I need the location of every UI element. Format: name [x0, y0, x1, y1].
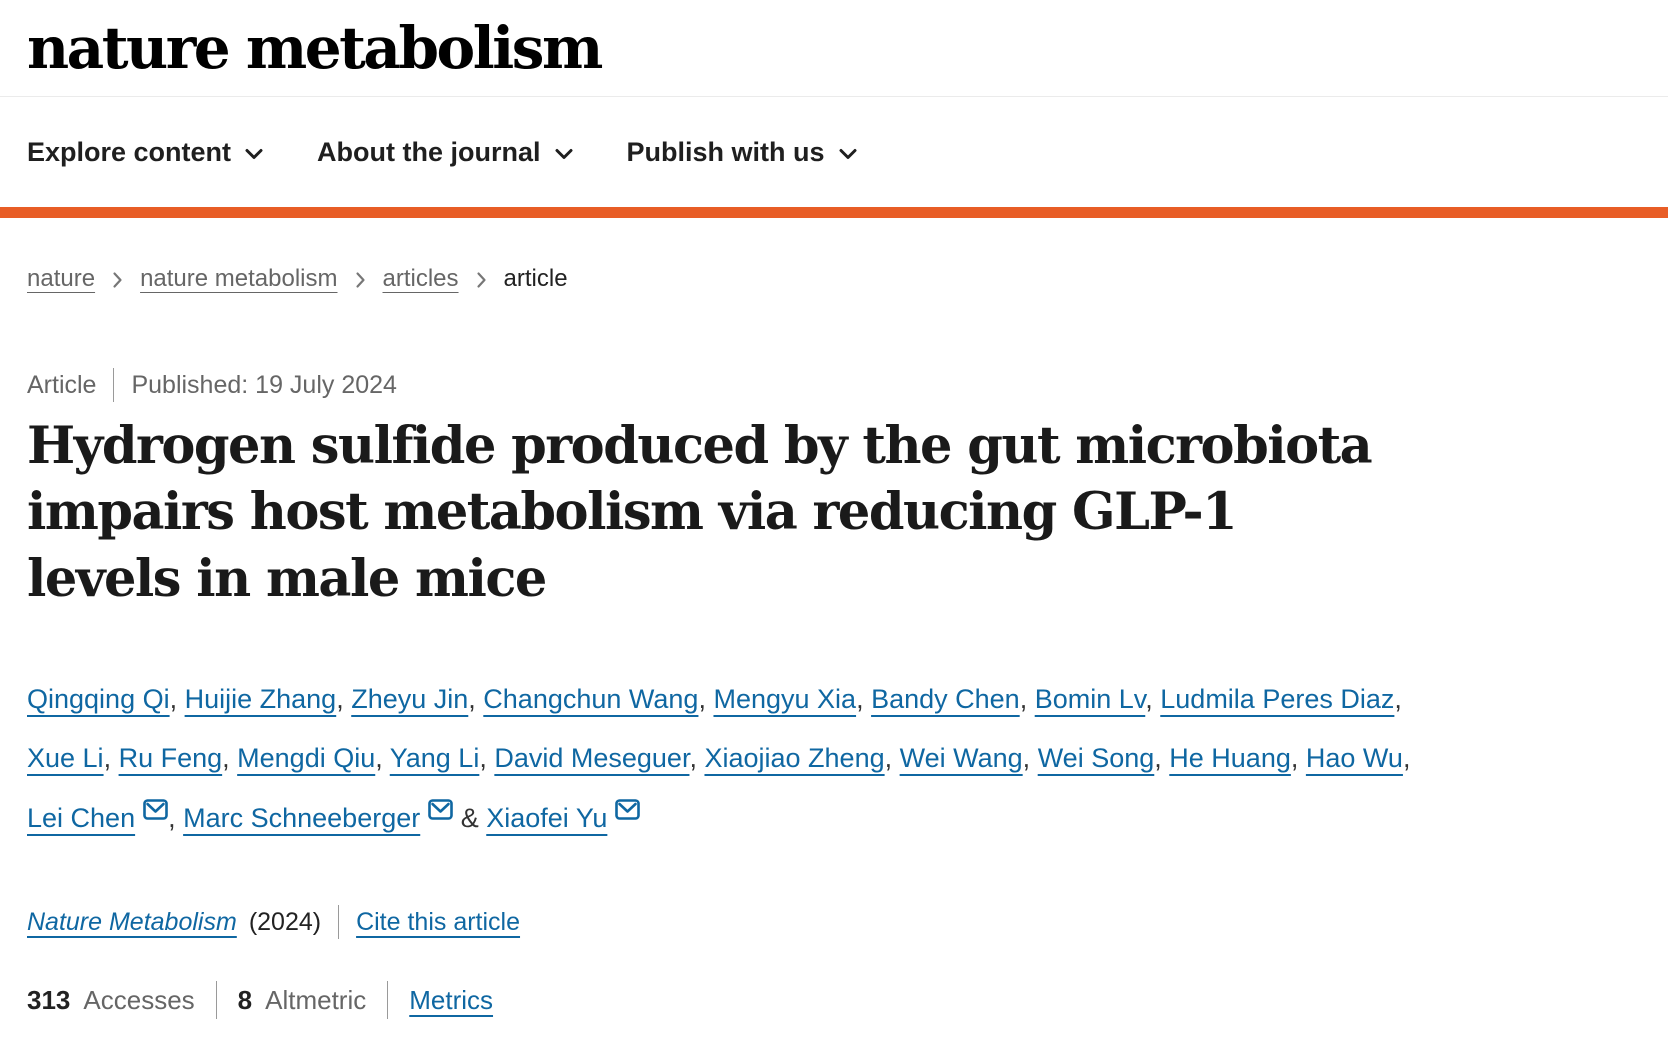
author-ampersand: & [453, 802, 487, 833]
breadcrumb-link-nature[interactable]: nature [27, 265, 96, 292]
nav-explore-content[interactable]: Explore content [27, 137, 263, 168]
author-link[interactable]: Yang Li [389, 743, 480, 774]
author-link[interactable]: Bandy Chen [871, 683, 1020, 714]
chevron-down-icon [839, 148, 857, 159]
author-link[interactable]: Huijie Zhang [184, 683, 337, 714]
citation-row: Nature Metabolism (2024) Cite this artic… [27, 904, 1668, 940]
author-separator: , [856, 683, 872, 714]
author-link[interactable]: Wei Song [1037, 743, 1155, 774]
altmetric-count: 8 [237, 984, 253, 1015]
nav-label: About the journal [317, 136, 541, 167]
author-list: Qingqing Qi, Huijie Zhang, Zheyu Jin, Ch… [27, 670, 1457, 848]
author-link[interactable]: Zheyu Jin [351, 683, 469, 714]
author-separator: , [375, 743, 390, 774]
author-link[interactable]: Ludmila Peres Diaz [1160, 683, 1395, 714]
accesses-label: Accesses [83, 984, 195, 1015]
author-link[interactable]: Wei Wang [899, 743, 1023, 774]
altmetric-label: Altmetric [265, 984, 367, 1015]
metrics-link[interactable]: Metrics [409, 984, 494, 1015]
journal-link[interactable]: Nature Metabolism [27, 907, 237, 936]
author-link[interactable]: He Huang [1169, 743, 1291, 774]
breadcrumb-link-nature-metabolism[interactable]: nature metabolism [140, 265, 338, 292]
author-link[interactable]: David Meseguer [494, 743, 690, 774]
author-separator: , [479, 743, 495, 774]
divider [215, 981, 217, 1020]
author-separator: , [1402, 743, 1411, 774]
chevron-right-icon [355, 272, 365, 288]
author-separator: , [103, 743, 119, 774]
article-title: Hydrogen sulfide produced by the gut mic… [27, 416, 1373, 609]
article-header: nature nature metabolism articles articl… [0, 263, 1668, 1020]
metrics-row: 313 Accesses 8 Altmetric Metrics [27, 980, 1668, 1020]
author-link[interactable]: Mengyu Xia [713, 683, 857, 714]
cite-this-article-link[interactable]: Cite this article [356, 907, 521, 936]
published-date: Published: 19 July 2024 [131, 370, 397, 399]
author-separator: , [336, 683, 352, 714]
article-meta: Article Published: 19 July 2024 [27, 368, 1668, 402]
chevron-down-icon [245, 148, 263, 159]
accesses-count: 313 [27, 984, 71, 1015]
journal-logo[interactable]: nature metabolism [27, 14, 603, 82]
author-separator: , [1145, 683, 1161, 714]
breadcrumb: nature nature metabolism articles articl… [27, 263, 1668, 295]
author-separator: , [468, 683, 484, 714]
email-icon[interactable] [143, 798, 168, 820]
author-link[interactable]: Bomin Lv [1034, 683, 1146, 714]
author-link[interactable]: Marc Schneeberger [183, 802, 421, 833]
nav-label: Publish with us [626, 136, 825, 167]
author-separator: , [884, 743, 900, 774]
author-link[interactable]: Ru Feng [118, 743, 223, 774]
author-link[interactable]: Xue Li [27, 743, 104, 774]
nav-label: Explore content [27, 136, 232, 167]
divider [338, 905, 340, 940]
author-separator: , [1394, 683, 1402, 714]
author-separator: , [1290, 743, 1306, 774]
accent-bar [0, 207, 1668, 218]
breadcrumb-link-articles[interactable]: articles [382, 265, 459, 292]
chevron-right-icon [113, 272, 122, 288]
author-separator: , [1022, 743, 1038, 774]
author-link[interactable]: Qingqing Qi [27, 683, 170, 714]
email-icon[interactable] [428, 798, 454, 820]
chevron-right-icon [476, 272, 486, 288]
author-link[interactable]: Lei Chen [27, 802, 136, 833]
divider [387, 981, 389, 1020]
author-separator: , [222, 743, 238, 774]
chevron-down-icon [555, 148, 573, 159]
breadcrumb-current: article [503, 265, 568, 292]
masthead: nature metabolism [0, 0, 1668, 97]
author-separator: , [698, 683, 714, 714]
author-separator: , [169, 683, 185, 714]
content-type-label: Article [27, 370, 97, 399]
author-link[interactable]: Changchun Wang [483, 683, 699, 714]
author-link[interactable]: Xiaofei Yu [486, 802, 608, 833]
nav-publish-with-us[interactable]: Publish with us [627, 137, 857, 168]
author-separator: , [168, 802, 184, 833]
main-nav: Explore content About the journal Publis… [0, 97, 1668, 207]
author-separator: , [1154, 743, 1170, 774]
author-separator: , [1019, 683, 1035, 714]
author-link[interactable]: Mengdi Qiu [237, 743, 376, 774]
nav-about-journal[interactable]: About the journal [317, 136, 573, 168]
citation-year: (2024) [248, 907, 322, 936]
author-link[interactable]: Hao Wu [1305, 743, 1403, 774]
author-link[interactable]: Xiaojiao Zheng [704, 743, 885, 774]
author-separator: , [689, 743, 705, 774]
email-icon[interactable] [615, 798, 641, 820]
divider [113, 368, 115, 402]
